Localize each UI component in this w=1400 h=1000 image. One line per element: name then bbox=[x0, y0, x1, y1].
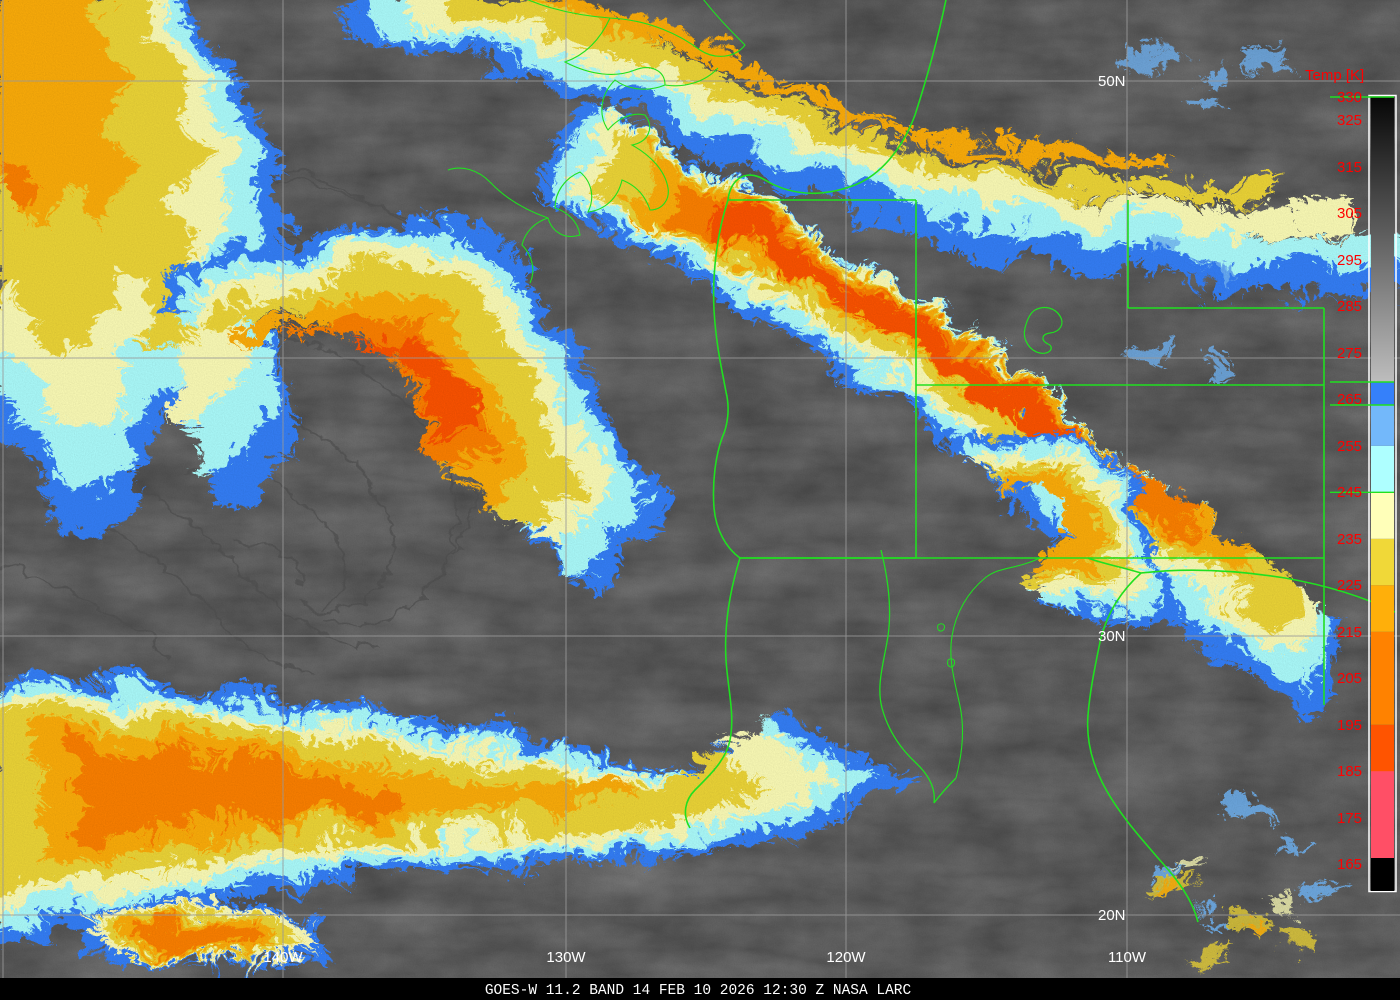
svg-text:30N: 30N bbox=[1098, 628, 1126, 645]
svg-text:215: 215 bbox=[1337, 624, 1362, 641]
svg-text:185: 185 bbox=[1337, 763, 1362, 780]
svg-text:235: 235 bbox=[1337, 531, 1362, 548]
svg-text:175: 175 bbox=[1337, 810, 1362, 827]
svg-text:265: 265 bbox=[1337, 391, 1362, 408]
svg-text:225: 225 bbox=[1337, 577, 1362, 594]
svg-text:255: 255 bbox=[1337, 438, 1362, 455]
svg-text:325: 325 bbox=[1337, 112, 1362, 129]
svg-text:165: 165 bbox=[1337, 856, 1362, 873]
svg-text:Temp [K]: Temp [K] bbox=[1305, 67, 1364, 84]
svg-text:195: 195 bbox=[1337, 717, 1362, 734]
svg-text:GOES-W 11.2 BAND 14 FEB 1: GOES-W 11.2 BAND 14 FEB 10 2026 12:30 Z … bbox=[485, 983, 912, 999]
svg-text:120W: 120W bbox=[826, 949, 866, 966]
svg-text:245: 245 bbox=[1337, 484, 1362, 501]
svg-text:205: 205 bbox=[1337, 670, 1362, 687]
svg-text:275: 275 bbox=[1337, 345, 1362, 362]
svg-text:305: 305 bbox=[1337, 205, 1362, 222]
svg-text:295: 295 bbox=[1337, 252, 1362, 269]
svg-text:140W: 140W bbox=[263, 949, 303, 966]
svg-text:110W: 110W bbox=[1108, 949, 1147, 966]
svg-text:20N: 20N bbox=[1098, 907, 1126, 924]
svg-text:130W: 130W bbox=[546, 949, 586, 966]
svg-text:285: 285 bbox=[1337, 298, 1362, 315]
svg-text:50N: 50N bbox=[1098, 73, 1126, 90]
svg-text:330: 330 bbox=[1337, 89, 1362, 106]
svg-text:315: 315 bbox=[1337, 159, 1362, 176]
